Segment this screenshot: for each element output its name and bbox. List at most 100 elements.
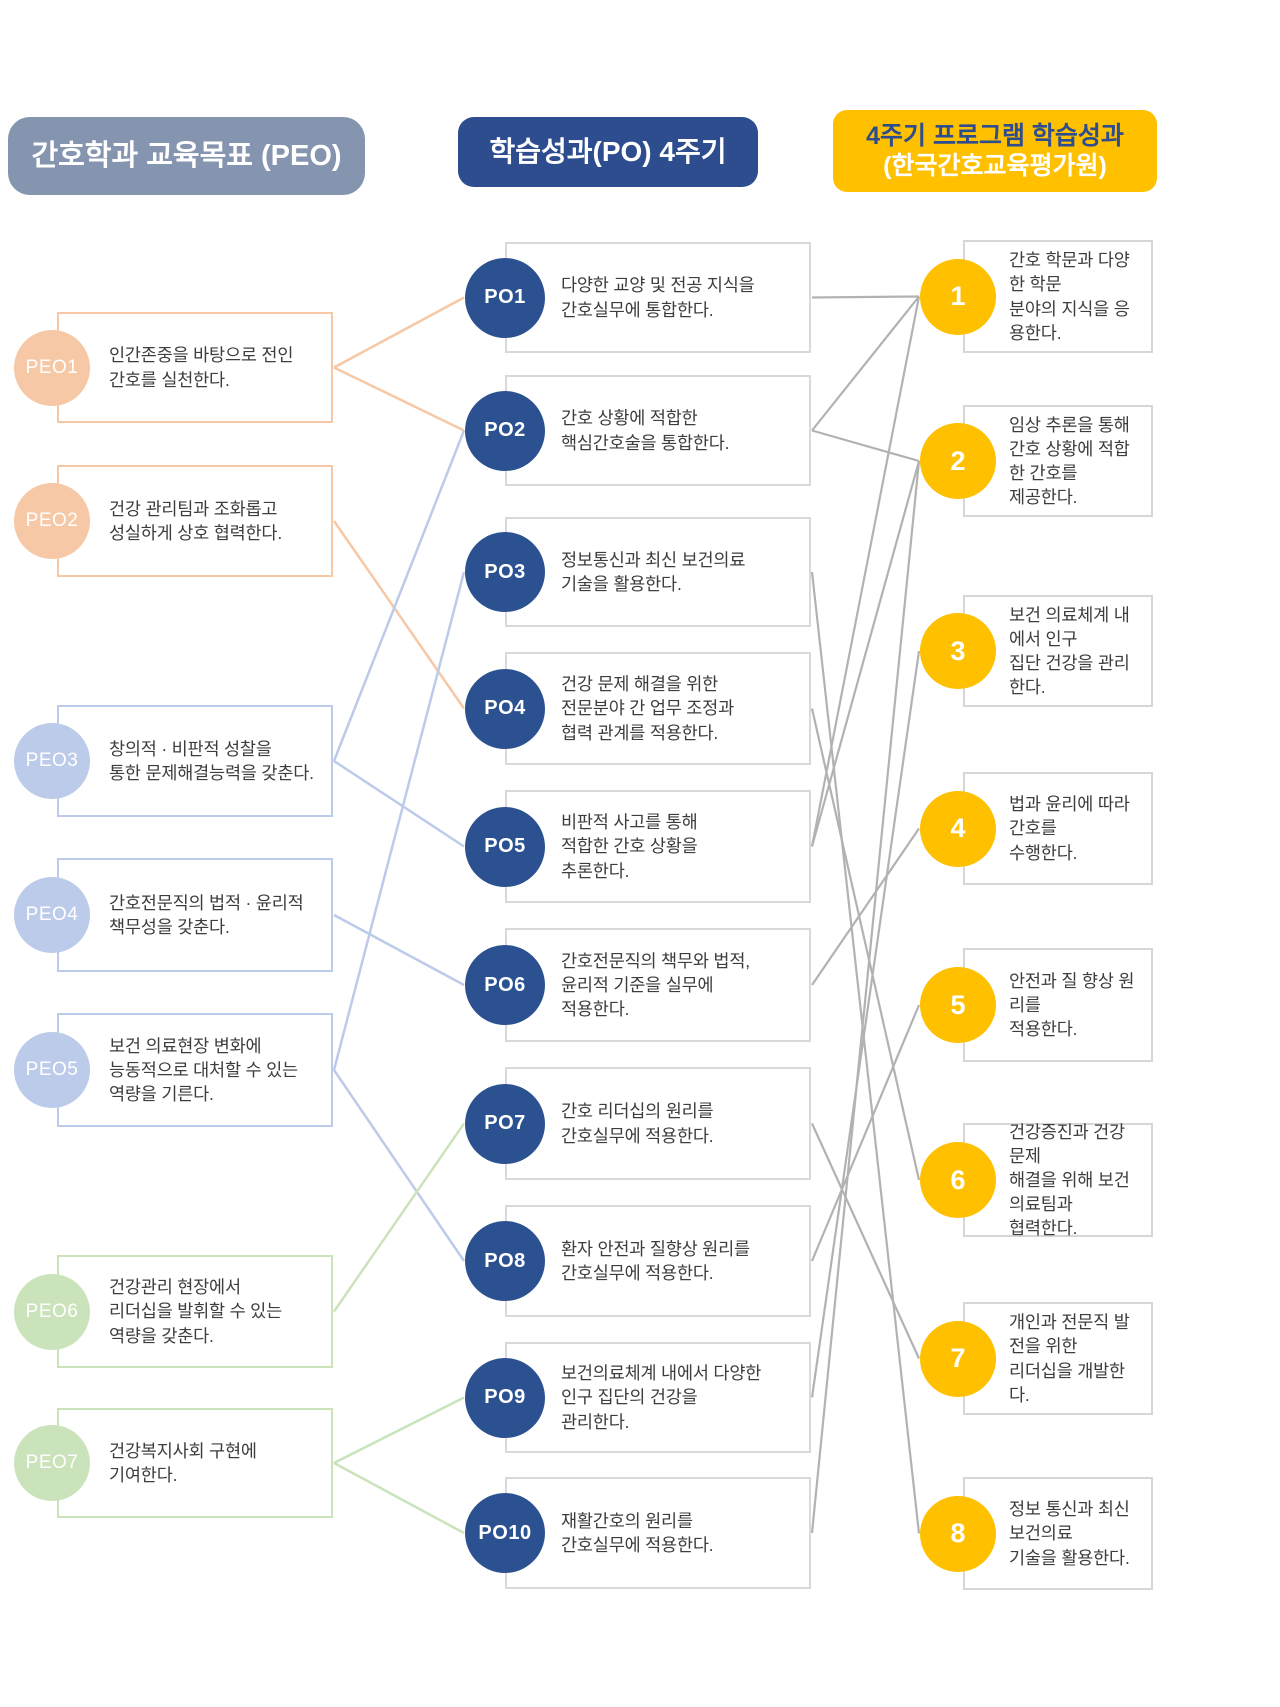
- po-text-PO7: 간호 리더십의 원리를 간호실무에 적용한다.: [561, 1101, 714, 1146]
- kab-circle-label-3: 3: [950, 635, 966, 666]
- kab-circle-label-7: 7: [950, 1343, 966, 1373]
- kab-box-3: 보건 의료체계 내에서 인구 집단 건강을 관리한다.: [963, 595, 1153, 707]
- peo-circle-PEO3: PEO3: [14, 723, 90, 799]
- po-box-PO4: 건강 문제 해결을 위한 전문분야 간 업무 조정과 협력 관계를 적용한다.: [505, 652, 811, 765]
- kab-text-1: 간호 학문과 다양한 학문 분야의 지식을 응용한다.: [1009, 250, 1130, 343]
- peo-box-PEO3: 창의적 · 비판적 성찰을 통한 문제해결능력을 갖춘다.: [57, 705, 333, 817]
- kab-text-8: 정보 통신과 최신 보건의료 기술을 활용한다.: [1009, 1499, 1130, 1568]
- peo-box-PEO4: 간호전문직의 법적 · 윤리적 책무성을 갖춘다.: [57, 858, 333, 972]
- link-PEO6-PO7: [332, 1122, 466, 1313]
- po-box-PO8: 환자 안전과 질향상 원리를 간호실무에 적용한다.: [505, 1205, 811, 1317]
- peo-box-PEO6: 건강관리 현장에서 리더십을 발휘할 수 있는 역량을 갖춘다.: [57, 1255, 333, 1368]
- link-PO6-4: [811, 827, 920, 986]
- po-circle-label-PO6: PO6: [484, 973, 526, 996]
- peo-circle-label-PEO2: PEO2: [25, 510, 79, 531]
- po-text-PO2: 간호 상황에 적합한 핵심간호술을 통합한다.: [561, 408, 730, 453]
- header-peo-label: 간호학과 교육목표 (PEO): [31, 139, 342, 172]
- link-PO9-3: [810, 650, 921, 1398]
- link-PO5-1: [810, 296, 921, 847]
- po-text-PO4: 건강 문제 해결을 위한 전문분야 간 업무 조정과 협력 관계를 적용한다.: [561, 674, 734, 743]
- po-circle-label-PO3: PO3: [484, 560, 526, 583]
- kab-circle-label-6: 6: [950, 1164, 966, 1195]
- link-PEO2-PO4: [332, 520, 466, 710]
- kab-circle-1: 1: [920, 258, 996, 335]
- peo-circle-label-PEO4: PEO4: [25, 904, 79, 925]
- header-po-label: 학습성과(PO) 4주기: [489, 136, 727, 168]
- link-PO5-2: [810, 460, 921, 847]
- po-text-PO3: 정보통신과 최신 보건의료 기술을 활용한다.: [561, 549, 746, 594]
- link-PO7-7: [810, 1123, 921, 1359]
- header-kabone-line1: 4주기 프로그램 학습성과: [866, 122, 1124, 150]
- kab-circle-7: 7: [920, 1320, 996, 1397]
- po-circle-PO6: PO6: [465, 945, 545, 1025]
- link-PO2-1: [811, 295, 920, 432]
- po-box-PO7: 간호 리더십의 원리를 간호실무에 적용한다.: [505, 1067, 811, 1180]
- link-PO10-2: [810, 460, 921, 1534]
- peo-text-PEO1: 인간존중을 바탕으로 전인 간호를 실천한다.: [109, 345, 294, 390]
- po-circle-PO1: PO1: [465, 257, 545, 338]
- po-circle-PO8: PO8: [465, 1221, 545, 1301]
- po-circle-label-PO2: PO2: [484, 419, 526, 441]
- po-box-PO9: 보건의료체계 내에서 다양한 인구 집단의 건강을 관리한다.: [505, 1342, 811, 1453]
- peo-circle-label-PEO1: PEO1: [25, 356, 79, 378]
- kab-text-4: 법과 윤리에 따라 간호를 수행한다.: [1009, 794, 1130, 863]
- po-circle-label-PO1: PO1: [484, 286, 526, 308]
- po-box-PO10: 재활간호의 원리를 간호실무에 적용한다.: [505, 1477, 811, 1589]
- header-peo-column: 간호학과 교육목표 (PEO): [8, 117, 365, 195]
- kab-circle-5: 5: [920, 967, 996, 1043]
- peo-text-PEO5: 보건 의료현장 변화에 능동적으로 대처할 수 있는 역량을 기른다.: [109, 1035, 298, 1105]
- link-PEO5-PO3: [332, 571, 466, 1071]
- peo-box-PEO7: 건강복지사회 구현에 기여한다.: [57, 1408, 333, 1518]
- kab-circle-label-5: 5: [950, 989, 966, 1020]
- peo-circle-label-PEO6: PEO6: [25, 1300, 79, 1322]
- link-PEO5-PO8: [332, 1069, 466, 1262]
- po-text-PO10: 재활간호의 원리를 간호실무에 적용한다.: [561, 1510, 714, 1555]
- peo-circle-PEO5: PEO5: [14, 1032, 90, 1108]
- header-kabone-line2: (한국간호교육평가원): [883, 152, 1107, 180]
- po-circle-label-PO10: PO10: [478, 1521, 532, 1544]
- po-circle-PO3: PO3: [465, 532, 545, 612]
- po-box-PO3: 정보통신과 최신 보건의료 기술을 활용한다.: [505, 517, 811, 627]
- link-PEO3-PO2: [332, 430, 466, 762]
- link-PEO1-PO1: [333, 296, 465, 369]
- po-circle-PO4: PO4: [465, 668, 545, 749]
- link-PEO7-PO9: [333, 1396, 465, 1465]
- peo-text-PEO4: 간호전문직의 법적 · 윤리적 책무성을 갖춘다.: [109, 892, 304, 937]
- peo-text-PEO6: 건강관리 현장에서 리더십을 발휘할 수 있는 역량을 갖춘다.: [109, 1277, 282, 1346]
- kab-circle-label-1: 1: [950, 281, 966, 311]
- po-circle-PO7: PO7: [465, 1083, 545, 1164]
- po-circle-PO5: PO5: [465, 806, 545, 887]
- peo-circle-PEO6: PEO6: [14, 1273, 90, 1350]
- kab-circle-label-8: 8: [950, 1518, 966, 1548]
- kab-circle-6: 6: [920, 1142, 996, 1218]
- peo-circle-label-PEO5: PEO5: [25, 1059, 79, 1080]
- kab-text-2: 임상 추론을 통해 간호 상황에 적합한 간호를 제공한다.: [1009, 414, 1130, 508]
- po-text-PO5: 비판적 사고를 통해 적합한 간호 상황을 추론한다.: [561, 812, 698, 881]
- kab-circle-label-2: 2: [950, 445, 966, 476]
- peo-text-PEO3: 창의적 · 비판적 성찰을 통한 문제해결능력을 갖춘다.: [109, 738, 314, 783]
- kab-circle-4: 4: [920, 790, 996, 867]
- po-circle-label-PO5: PO5: [484, 835, 526, 857]
- peo-text-PEO2: 건강 관리팀과 조화롭고 성실하게 상호 협력한다.: [109, 498, 282, 543]
- po-text-PO8: 환자 안전과 질향상 원리를 간호실무에 적용한다.: [561, 1238, 750, 1283]
- po-circle-label-PO7: PO7: [484, 1112, 526, 1134]
- peo-circle-PEO4: PEO4: [14, 877, 90, 953]
- po-circle-label-PO4: PO4: [484, 697, 526, 719]
- link-PO1-1: [811, 295, 920, 299]
- kab-circle-3: 3: [920, 613, 996, 689]
- po-box-PO6: 간호전문직의 책무와 법적, 윤리적 기준을 실무에 적용한다.: [505, 928, 811, 1042]
- link-PEO3-PO5: [333, 759, 465, 848]
- kab-text-7: 개인과 전문직 발전을 위한 리더십을 개발한다.: [1009, 1312, 1130, 1405]
- po-text-PO6: 간호전문직의 책무와 법적, 윤리적 기준을 실무에 적용한다.: [561, 950, 750, 1020]
- peo-circle-PEO7: PEO7: [14, 1425, 90, 1501]
- kab-circle-8: 8: [920, 1495, 996, 1572]
- peo-circle-label-PEO7: PEO7: [25, 1452, 79, 1473]
- link-PO8-5: [810, 1004, 921, 1262]
- peo-text-PEO7: 건강복지사회 구현에 기여한다.: [109, 1440, 257, 1485]
- po-text-PO9: 보건의료체계 내에서 다양한 인구 집단의 건강을 관리한다.: [561, 1363, 762, 1432]
- po-circle-PO10: PO10: [465, 1493, 545, 1573]
- kab-box-1: 간호 학문과 다양한 학문 분야의 지식을 응용한다.: [963, 240, 1153, 353]
- kab-box-7: 개인과 전문직 발전을 위한 리더십을 개발한다.: [963, 1302, 1153, 1415]
